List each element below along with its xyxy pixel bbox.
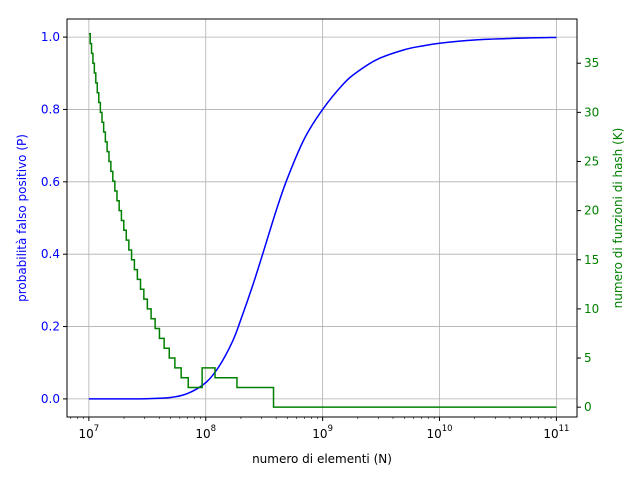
false-positive-series-line bbox=[88, 36, 557, 400]
grid bbox=[67, 19, 577, 417]
left-y-tick-label: 0.2 bbox=[41, 320, 60, 334]
right-y-tick-label: 25 bbox=[584, 154, 599, 168]
right-y-tick-label: 0 bbox=[584, 400, 592, 414]
left-y-tick-label: 1.0 bbox=[41, 30, 60, 44]
x-tick-label: 1010 bbox=[426, 424, 452, 441]
right-y-tick-label: 20 bbox=[584, 204, 599, 218]
left-y-tick-label: 0.6 bbox=[41, 175, 60, 189]
right-y-tick-label: 30 bbox=[584, 105, 599, 119]
left-y-axis: 0.0 0.2 0.4 0.6 0.8 1.0 bbox=[41, 30, 67, 406]
right-y-tick-label: 5 bbox=[584, 351, 592, 365]
left-y-tick-label: 0.8 bbox=[41, 102, 60, 116]
series-layer bbox=[88, 32, 557, 408]
right-y-tick-label: 15 bbox=[584, 253, 599, 267]
x-tick-label: 108 bbox=[195, 424, 216, 441]
right-y-tick-label: 10 bbox=[584, 302, 599, 316]
left-y-tick-label: 0.0 bbox=[41, 392, 60, 406]
x-axis: 107 108 109 1010 1011 bbox=[70, 417, 569, 441]
right-y-tick-label: 35 bbox=[584, 56, 599, 70]
x-tick-label: 109 bbox=[312, 424, 333, 441]
axes-frame bbox=[66, 18, 578, 418]
left-y-tick-label: 0.4 bbox=[41, 247, 60, 261]
left-y-axis-title: probabilità falso positivo (P) bbox=[15, 134, 29, 302]
hash-functions-series-line bbox=[88, 32, 557, 408]
x-axis-title: numero di elementi (N) bbox=[252, 452, 392, 466]
x-tick-label: 107 bbox=[79, 424, 100, 441]
right-y-axis: 0 5 10 15 20 25 30 35 bbox=[577, 56, 599, 414]
x-tick-label: 1011 bbox=[543, 424, 569, 441]
right-y-axis-title: numero di funzioni di hash (K) bbox=[611, 128, 625, 309]
